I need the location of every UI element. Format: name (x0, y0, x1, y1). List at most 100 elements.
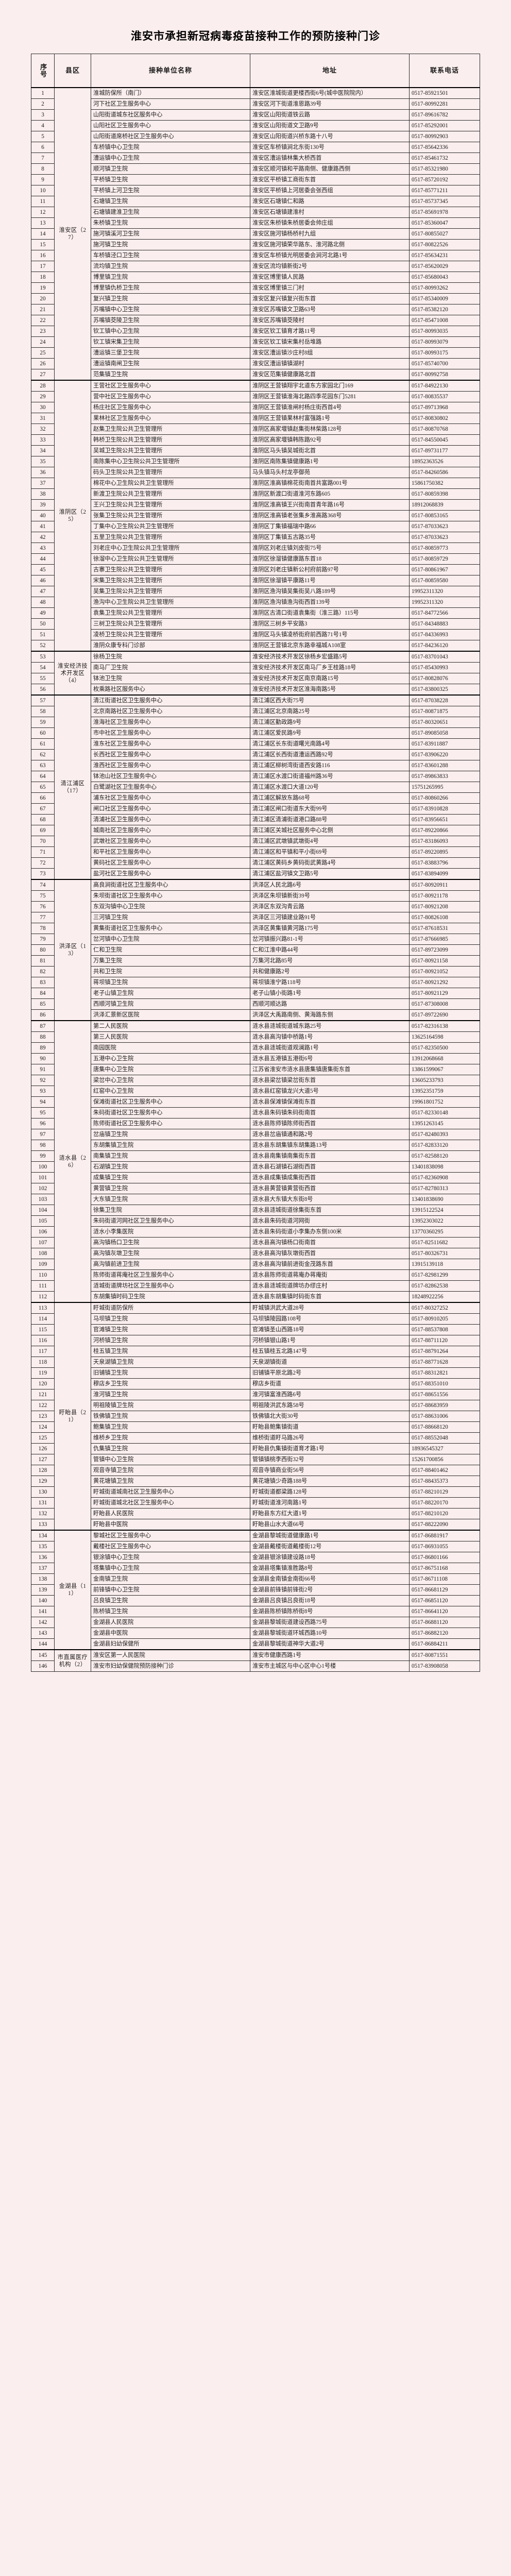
cell-phone: 0517-80992758 (409, 369, 480, 381)
table-row: 90 五港中心卫生院 涟水县五港镇五港街6号 13912068668 (31, 1053, 480, 1064)
cell-index: 136 (31, 1552, 55, 1563)
cell-district: 淮阴区（25） (54, 380, 91, 652)
cell-address: 洪泽区朱坝镇新街39号 (250, 890, 410, 902)
cell-index: 106 (31, 1226, 55, 1238)
cell-address: 淮安区石塘镇建淮村 (250, 207, 410, 218)
cell-unit-name: 果林社区卫生服务中心 (91, 413, 250, 424)
cell-unit-name: 码头卫生院公共卫生管理所 (91, 467, 250, 478)
cell-address: 金湖县银涂镇建设路18号 (250, 1552, 410, 1563)
cell-phone: 13401838098 (409, 1161, 480, 1173)
table-row: 39 王兴卫生院公共卫生管理所 淮阴区淮高镇王兴街南首青年路16号 189120688… (31, 499, 480, 511)
cell-index: 51 (31, 629, 55, 640)
cell-unit-name: 桂五镇卫生院 (91, 1346, 250, 1357)
cell-index: 24 (31, 336, 55, 348)
table-row: 135 戴楼社区卫生服务中心 金湖县戴楼街道戴楼街12号 0517-86931055 (31, 1541, 480, 1552)
cell-unit-name: 山阳社区卫生服务中心 (91, 120, 250, 131)
cell-phone: 0517-85737345 (409, 196, 480, 207)
cell-unit-name: 高良涧街道社区卫生服务中心 (91, 879, 250, 891)
cell-address: 清江浦区武墩镇武墩街4号 (250, 836, 410, 847)
cell-unit-name: 流均镇卫生院 (91, 261, 250, 272)
cell-unit-name: 共和卫生院 (91, 966, 250, 977)
cell-unit-name: 黄码社区卫生服务中心 (91, 857, 250, 869)
cell-address: 淮安区车桥镇光明居委会涧河北路1号 (250, 250, 410, 261)
table-row: 42 五里卫生院公共卫生管理所 淮阴区丁集镇五古路35号 0517-87033623 (31, 532, 480, 543)
cell-unit-name: 钦工镇中心卫生院 (91, 326, 250, 337)
table-row: 27 范集镇卫生院 淮安区范集镇健康路北首 0517-80992758 (31, 369, 480, 381)
table-row: 79 岔河镇中心卫生院 岔河镇振兴路81-1号 0517-87666985 (31, 934, 480, 945)
cell-unit-name: 淮西社区卫生服务中心 (91, 760, 250, 771)
cell-phone: 0517-85634231 (409, 250, 480, 261)
table-row: 68 清浦社区卫生服务中心 清江浦区清浦街道港口路88号 0517-83956651 (31, 814, 480, 825)
cell-phone: 0517-80993262 (409, 282, 480, 294)
cell-phone: 0517-84550045 (409, 434, 480, 446)
cell-index: 83 (31, 977, 55, 988)
cell-index: 66 (31, 792, 55, 804)
cell-unit-name: 和平社区卫生服务中心 (91, 846, 250, 858)
cell-address: 淮安区苏嘴镇茭陵村 (250, 315, 410, 326)
cell-address: 淮安区石塘镇仁和路 (250, 196, 410, 207)
cell-unit-name: 漕运镇南闸卫生院 (91, 358, 250, 369)
cell-address: 淮阴区徐溜镇健康路东首18 (250, 553, 410, 565)
cell-index: 125 (31, 1432, 55, 1444)
cell-phone: 0517-83701043 (409, 651, 480, 663)
cell-phone: 0517-84336993 (409, 629, 480, 640)
cell-index: 92 (31, 1075, 55, 1086)
cell-index: 87 (31, 1020, 55, 1032)
cell-phone: 0517-89722690 (409, 1009, 480, 1021)
cell-address: 盱城街道淮河南路1号 (250, 1497, 410, 1509)
cell-address: 铁佛镇北大街30号 (250, 1411, 410, 1422)
cell-index: 72 (31, 857, 55, 869)
cell-index: 98 (31, 1140, 55, 1151)
document-page: 淮安市承担新冠病毒疫苗接种工作的预防接种门诊 序号 县区 接种单位名称 地址 联… (31, 30, 480, 1672)
table-row: 60 市中社区卫生服务中心 清江浦区爱民路9号 0517-89085058 (31, 727, 480, 739)
cell-phone: 0517-88552048 (409, 1432, 480, 1444)
table-row: 32 赵集卫生院公共卫生管理所 淮阴区高家堰镇赵集街林柴路128号 0517-8087… (31, 423, 480, 435)
cell-index: 126 (31, 1443, 55, 1454)
cell-unit-name: 棉花中心卫生院公共卫生管理所 (91, 478, 250, 489)
cell-index: 19 (31, 282, 55, 294)
cell-index: 12 (31, 207, 55, 218)
cell-unit-name: 铁佛镇卫生院 (91, 1411, 250, 1422)
cell-phone: 0517-83800325 (409, 684, 480, 696)
cell-address: 穆店乡街道 (250, 1378, 410, 1389)
table-row: 73 盐河社区卫生服务中心 清江浦区盐河镇文卫路5号 0517-83894099 (31, 868, 480, 880)
table-row: 51 凌桥卫生院公共卫生管理所 淮阴区马头镇凌桥街府前西路71号1号 0517-843… (31, 629, 480, 640)
table-row: 97 岔庙镇卫生院 涟水县岔庙镇通和路2号 0517-82480393 (31, 1129, 480, 1140)
cell-address: 金湖县陈桥镇陈桥街8号 (250, 1606, 410, 1617)
cell-phone: 0517-80859580 (409, 575, 480, 586)
cell-address: 淮阴区刘老庄镇新公村府前路97号 (250, 564, 410, 575)
cell-index: 131 (31, 1497, 55, 1509)
cell-index: 81 (31, 955, 55, 967)
cell-unit-name: 浦东社区卫生服务中心 (91, 792, 250, 804)
cell-phone: 13770360295 (409, 1226, 480, 1238)
cell-index: 75 (31, 890, 55, 902)
cell-address: 涟水县岔庙镇通和路2号 (250, 1129, 410, 1140)
cell-phone: 0517-80993035 (409, 326, 480, 337)
cell-address: 淮阴区三树乡平安路3 (250, 618, 410, 630)
cell-address: 金湖县黎城街道环城西路10号 (250, 1628, 410, 1639)
cell-index: 90 (31, 1053, 55, 1064)
cell-phone: 13861599067 (409, 1064, 480, 1075)
cell-phone: 19952311320 (409, 586, 480, 597)
table-row: 83 蒋坝镇卫生院 蒋坝镇淮宁路118号 0517-80921292 (31, 977, 480, 988)
cell-index: 36 (31, 467, 55, 478)
table-row: 104 徐集卫生院 涟水县涟城街道徐集街东首 13915122524 (31, 1205, 480, 1216)
cell-index: 91 (31, 1064, 55, 1075)
cell-unit-name: 东胡集镇卫生院 (91, 1140, 250, 1151)
cell-address: 盱眙县仇集镇街道育才路1号 (250, 1443, 410, 1454)
cell-phone: 0517-86881917 (409, 1530, 480, 1541)
table-row: 72 黄码社区卫生服务中心 清江浦区黄码乡黄码街武黄路4号 0517-83883796 (31, 857, 480, 869)
cell-phone: 0517-85321980 (409, 163, 480, 175)
table-row: 67 闸口社区卫生服务中心 清江浦区闸口街道东大街99号 0517-83910828 (31, 803, 480, 815)
cell-index: 100 (31, 1161, 55, 1173)
column-header-district: 县区 (54, 54, 91, 88)
cell-address: 涟水县涟城街道城东路25号 (250, 1020, 410, 1032)
table-row: 4 山阳社区卫生服务中心 淮安区山阳街道文卫路9号 0517-85292001 (31, 120, 480, 131)
table-row: 112 东胡集镇时码卫生院 涟水县东胡集镇时码街东首 18248922256 (31, 1291, 480, 1303)
cell-phone: 0517-89713968 (409, 402, 480, 413)
cell-phone: 18936545327 (409, 1443, 480, 1454)
cell-index: 115 (31, 1324, 55, 1335)
cell-address: 洪泽区大禹路南侧、黄海路东侧 (250, 1009, 410, 1021)
cell-unit-name: 河桥镇卫生院 (91, 1335, 250, 1346)
table-row: 111 涟城街道牌坊社区卫生服务中心 涟水县涟城街道牌坊办缪庄村 0517-82862… (31, 1280, 480, 1292)
